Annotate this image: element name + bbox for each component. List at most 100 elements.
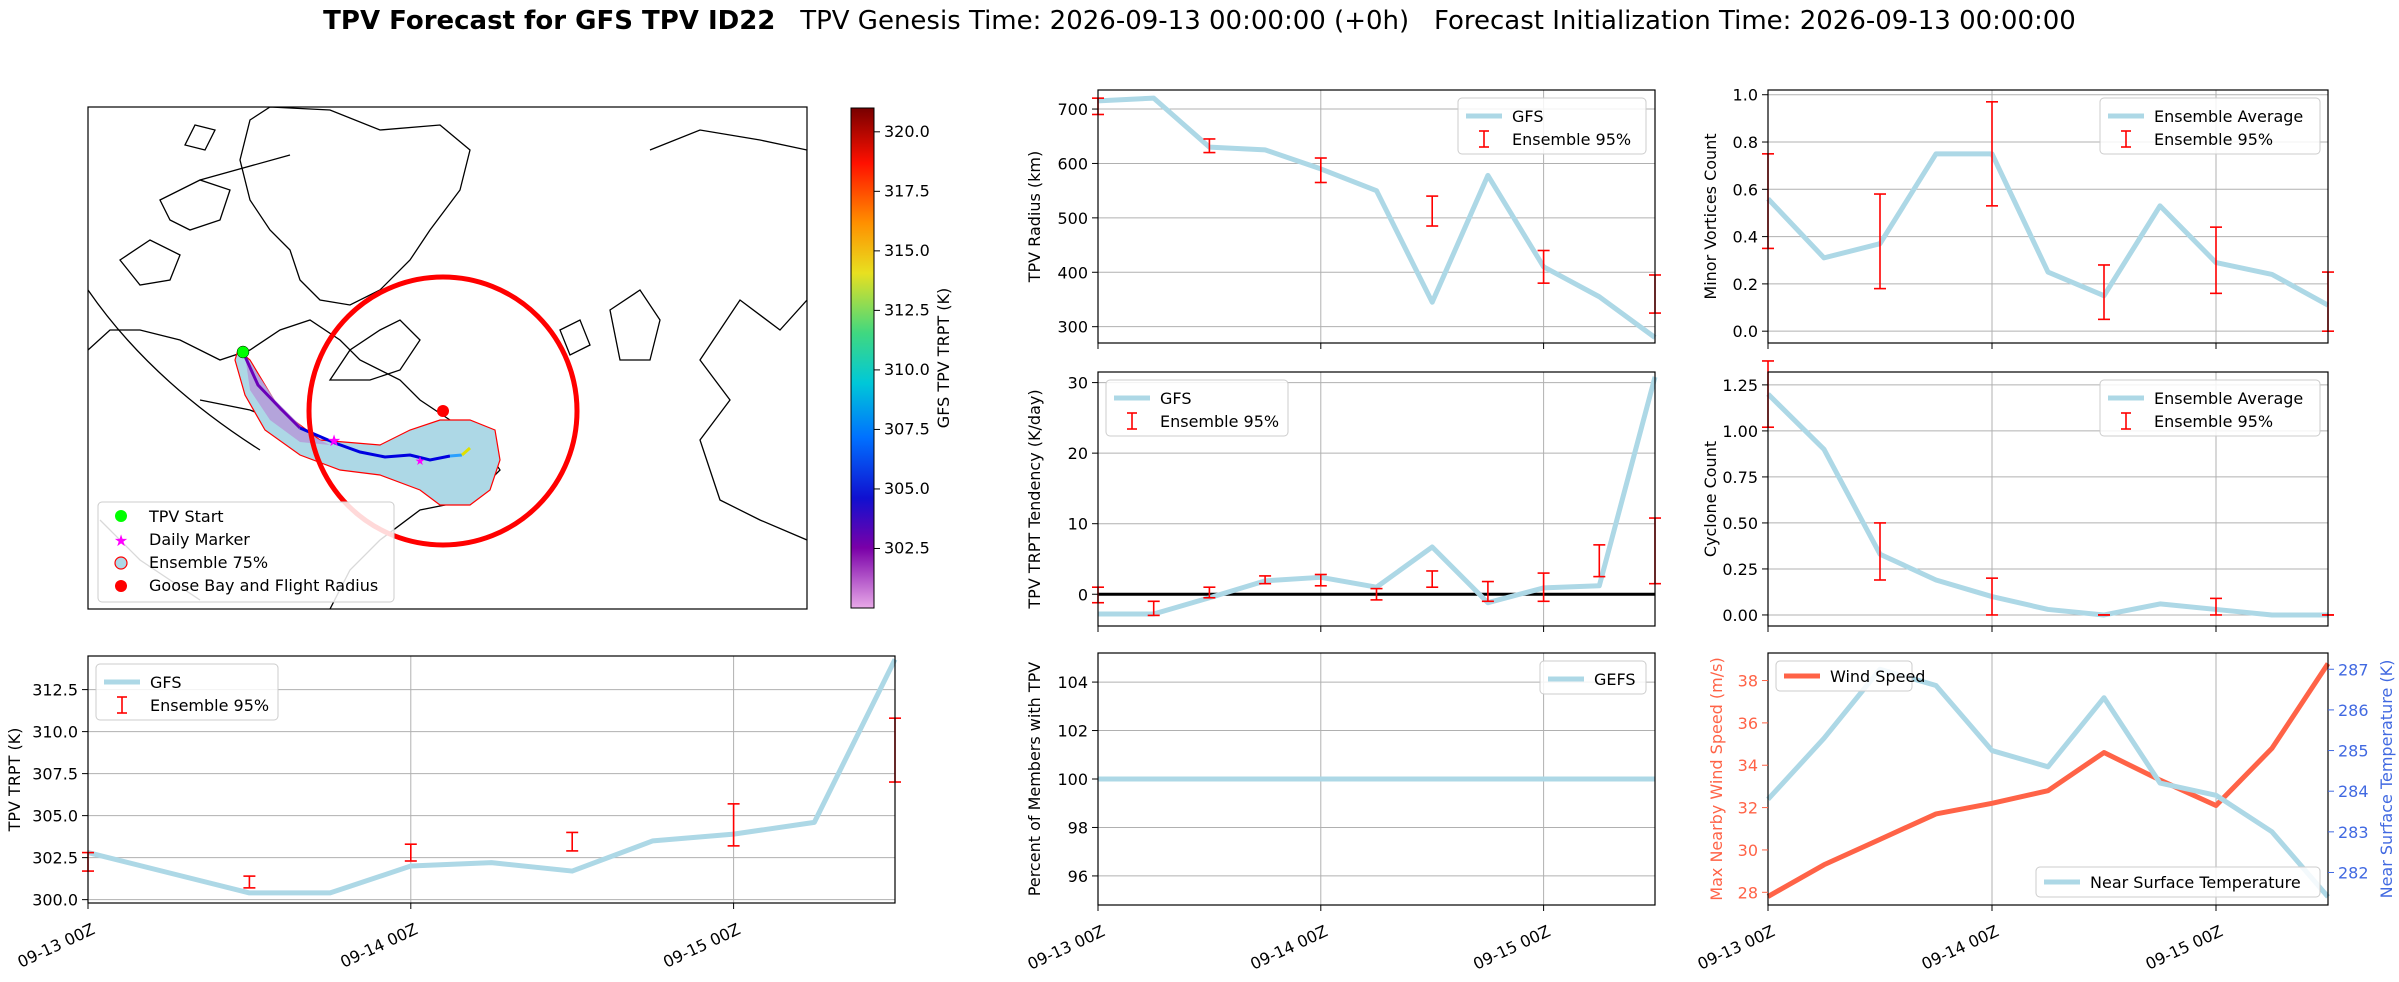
legend: Ensemble Average Ensemble 95%: [2099, 379, 2321, 437]
series-line-wind: [1766, 662, 2331, 899]
y-tick-label: 312.5: [32, 681, 78, 700]
legend: GEFS: [1539, 660, 1647, 695]
map-colorbar: 302.5 305.0 307.5 310.0 312.5 315.0 317.5 320.0…: [850, 107, 953, 609]
errorbar: [404, 843, 417, 862]
plot-frame: [1097, 371, 1656, 627]
errorbar: [1426, 195, 1439, 227]
y-tick-label: 98: [1068, 818, 1088, 837]
title-bold: TPV Forecast for GFS TPV ID22: [323, 6, 776, 36]
colorbar-tick-label: 320.0: [884, 122, 930, 141]
title-genesis: TPV Genesis Time: 2026-09-13 00:00:00 (+…: [800, 6, 1410, 36]
series-line: [1766, 392, 2328, 618]
colorbar-tick-label: 312.5: [884, 300, 930, 319]
x-tick-label: 09-15 00Z: [2143, 921, 2226, 973]
ensemble-75-region: [234, 348, 501, 506]
great-circle-line: [88, 289, 261, 451]
y-tick-label-right: 284: [2338, 782, 2369, 801]
map-legend: ★ TPV Start Daily Marker Ensemble 75% Go…: [97, 501, 395, 603]
legend: Ensemble Average Ensemble 95%: [2099, 97, 2321, 155]
y-tick-label: 20: [1068, 444, 1088, 463]
errorbar: [1593, 544, 1606, 578]
plot-frame: [87, 655, 896, 904]
legend-label: Ensemble 95%: [150, 696, 269, 715]
chart-tendency: 0 10 20 30 TPV TRPT Tendency (K/day) GFS Ensem…: [1025, 371, 1661, 632]
legend-box: [1457, 97, 1647, 155]
y-tick-label: 1.00: [1722, 422, 1758, 441]
y-tick-label-right: 286: [2338, 701, 2369, 720]
y-tick-label: 0.4: [1733, 228, 1758, 247]
y-tick-label: 310.0: [32, 723, 78, 742]
errorbar: [2210, 597, 2222, 616]
legend-label: Ensemble Average: [2154, 107, 2303, 126]
errorbar: [1314, 157, 1327, 184]
chart-cyclone: 0.00 0.25 0.50 0.75 1.00 1.25 Cyclone Count Ens…: [1701, 360, 2334, 632]
legend-label: TPV Start: [148, 507, 224, 526]
legend-goose-bay-icon: [115, 580, 127, 592]
errorbar: [243, 875, 256, 889]
y-tick-label: 0.50: [1722, 514, 1758, 533]
legend-box: [1539, 660, 1647, 695]
legend-box: [1105, 379, 1289, 437]
series-line: [1098, 376, 1658, 617]
x-tick-label: 09-14 00Z: [337, 919, 420, 971]
legend-label: GEFS: [1594, 670, 1636, 689]
y-tick-label: 302.5: [32, 849, 78, 868]
errorbar: [566, 831, 579, 852]
errorbar: [1203, 138, 1216, 154]
chart-radius: 300 400 500 600 700 TPV Radius (km) GFS Ensembl…: [1025, 89, 1661, 349]
errorbar: [727, 803, 740, 847]
legend-box: [95, 663, 279, 721]
y-tick-label: 0.0: [1733, 322, 1758, 341]
errorbar: [1986, 101, 1998, 207]
series-line: [1097, 95, 1657, 340]
y-tick-label: 300.0: [32, 891, 78, 910]
y-tick-label: 0.25: [1722, 560, 1758, 579]
legend-box: [2035, 866, 2321, 898]
legend-label: Goose Bay and Flight Radius: [149, 576, 378, 595]
y-tick-label: 0.2: [1733, 275, 1758, 294]
y-axis-label-right: Near Surface Temperature (K): [2377, 660, 2396, 899]
legend-label: Daily Marker: [149, 530, 250, 549]
x-tick-label: 09-14 00Z: [1247, 921, 1330, 973]
y-tick-label: 10: [1068, 515, 1088, 534]
legend: GFS Ensemble 95%: [1457, 97, 1647, 155]
errorbar: [2098, 264, 2110, 321]
legend-label: Ensemble 75%: [149, 553, 268, 572]
plot-frame: [1097, 89, 1656, 344]
y-axis-label: TPV Radius (km): [1025, 151, 1044, 284]
legend-tpv-start-icon: [115, 510, 127, 522]
legend-label: Wind Speed: [1830, 667, 1925, 686]
x-tick-label: 09-15 00Z: [1470, 921, 1553, 973]
errorbar: [1259, 575, 1272, 585]
y-axis-label: Max Nearby Wind Speed (m/s): [1707, 657, 1726, 900]
errorbar: [1537, 572, 1550, 603]
legend-label: Ensemble 95%: [1160, 412, 1279, 431]
svg-text:★: ★: [415, 454, 426, 468]
x-tick-label: 09-15 00Z: [660, 919, 743, 971]
series-line: [1766, 151, 2330, 308]
legend-ensemble-icon: [114, 556, 128, 570]
y-tick-label: 700: [1057, 100, 1088, 119]
y-tick-label: 500: [1057, 209, 1088, 228]
legend: GFS Ensemble 95%: [1105, 379, 1289, 437]
colorbar-tick-label: 315.0: [884, 241, 930, 260]
colorbar-tick-label: 310.0: [884, 360, 930, 379]
legend: Wind Speed: [1775, 660, 1925, 692]
y-axis-label: Minor Vortices Count: [1701, 133, 1720, 299]
y-axis-label: TPV TRPT (K): [5, 728, 24, 833]
series-line-temperature: [1766, 666, 2330, 899]
y-tick-label-right: 282: [2338, 863, 2369, 882]
colorbar-label: GFS TPV TRPT (K): [934, 288, 953, 428]
y-tick-label: 30: [1738, 841, 1758, 860]
y-tick-label: 102: [1057, 722, 1088, 741]
y-tick-label-right: 285: [2338, 742, 2369, 761]
legend-box: [2099, 379, 2321, 437]
legend: Near Surface Temperature: [2035, 866, 2321, 898]
y-tick-label: 100: [1057, 770, 1088, 789]
legend-label: Ensemble Average: [2154, 389, 2303, 408]
errorbar: [1203, 586, 1216, 599]
x-tick-label: 09-13 00Z: [1695, 921, 1778, 973]
errorbar: [1370, 587, 1383, 601]
y-tick-label: 96: [1068, 867, 1088, 886]
